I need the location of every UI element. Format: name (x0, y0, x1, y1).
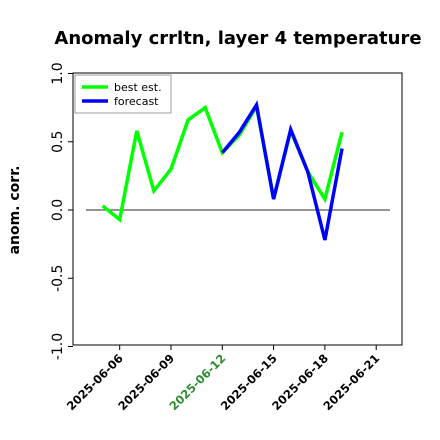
legend-box (74, 74, 172, 114)
y-tick-label: -0.5 (50, 265, 66, 292)
y-axis-ticks: -1.0 -0.5 0.0 0.5 1.0 (50, 62, 73, 360)
y-tick-label: 0.0 (50, 199, 66, 221)
y-tick-label: 0.5 (50, 131, 66, 153)
x-axis-ticks: 2025-06-062025-06-092025-06-122025-06-15… (64, 345, 382, 413)
legend-label-best-est: best est. (114, 81, 162, 94)
plot-frame (72, 72, 403, 346)
y-axis-label: anom. corr. (7, 166, 23, 255)
y-tick-label: -1.0 (50, 333, 66, 360)
series-layer (101, 100, 344, 241)
legend-label-forecast: forecast (114, 95, 159, 108)
series-line-forecast (220, 100, 344, 241)
chart-title: Anomaly crrltn, layer 4 temperature (54, 28, 421, 49)
legend: best est. forecast (74, 74, 172, 114)
y-tick-label: 1.0 (50, 62, 66, 84)
